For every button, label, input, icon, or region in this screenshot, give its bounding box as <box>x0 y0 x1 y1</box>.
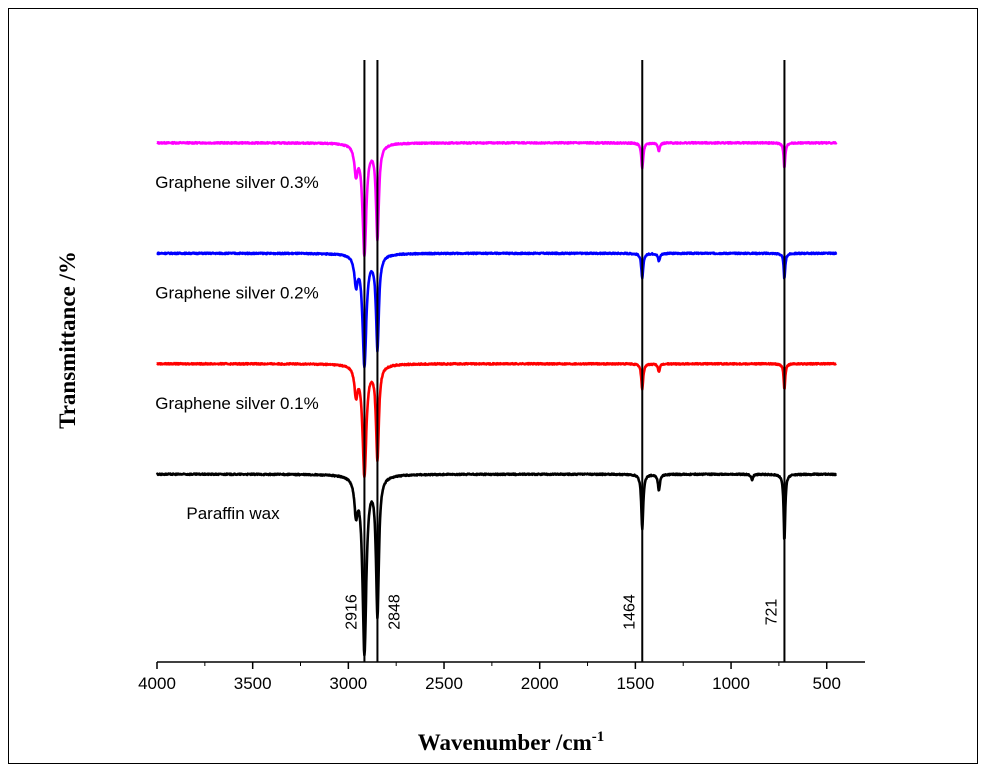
peak-lines-layer <box>363 60 786 662</box>
figure-frame <box>8 8 978 764</box>
x-axis-title-superscript: -1 <box>592 729 605 745</box>
peak-label: 2848 <box>386 594 403 630</box>
x-tick-label: 4000 <box>138 674 176 693</box>
peak-labels: 2916 2848 1464 721 <box>343 594 780 630</box>
x-axis-title: Wavenumber /cm-1 <box>418 729 604 755</box>
x-axis-ticks: 4000 3500 3000 2500 2000 1500 1000 500 <box>138 662 841 693</box>
peak-label: 2916 <box>343 594 360 630</box>
x-tick-label: 1500 <box>616 674 654 693</box>
series-line <box>156 140 838 258</box>
x-axis-title-text: Wavenumber /cm <box>418 730 592 755</box>
series-line <box>156 251 838 369</box>
series-layer <box>155 140 838 657</box>
series-line <box>156 361 838 479</box>
x-tick-label: 3000 <box>329 674 367 693</box>
series-line <box>155 472 838 657</box>
peak-label: 1464 <box>621 594 638 630</box>
series-label: Graphene silver 0.1% <box>155 394 318 413</box>
y-axis-title: Transmittance /% <box>55 251 80 429</box>
x-tick-label: 2000 <box>521 674 559 693</box>
x-tick-label: 2500 <box>425 674 463 693</box>
series-label: Paraffin wax <box>186 504 280 523</box>
x-tick-label: 3500 <box>234 674 272 693</box>
series-labels: Graphene silver 0.3% Graphene silver 0.2%… <box>155 173 318 523</box>
x-tick-label: 1000 <box>712 674 750 693</box>
series-label: Graphene silver 0.3% <box>155 173 318 192</box>
x-tick-label: 500 <box>813 674 841 693</box>
peak-label: 721 <box>763 599 780 626</box>
series-label: Graphene silver 0.2% <box>155 283 318 302</box>
